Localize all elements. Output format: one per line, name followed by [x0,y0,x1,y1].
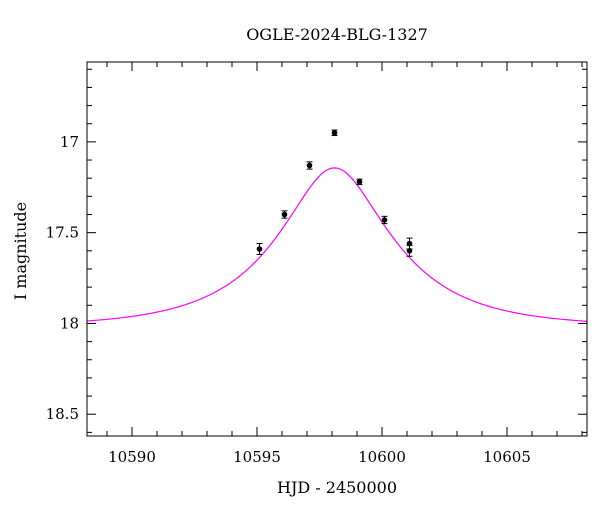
x-tick-label: 10590 [108,448,156,466]
data-point [331,130,338,136]
x-axis-label: HJD - 2450000 [277,478,397,497]
y-axis-label: I magnitude [11,202,30,300]
model-curve [86,167,588,322]
plot-frame [86,61,588,437]
data-point [406,248,413,254]
x-tick-label: 10605 [483,448,531,466]
data-point [356,179,363,185]
axis-ticks: 10590 10595 10600 10605 17 17.5 18 18.5 [46,62,587,466]
y-tick-label: 18 [60,314,79,332]
y-tick-label: 17 [60,133,79,151]
data-point [256,246,263,252]
data-point [281,211,288,218]
model-curve-group [86,167,588,322]
data-points-group [256,129,413,257]
x-tick-label: 10600 [358,448,406,466]
x-tick-label: 10595 [233,448,281,466]
data-point [381,217,388,223]
y-tick-label: 17.5 [46,224,79,242]
data-point [306,162,313,169]
chart-title: OGLE-2024-BLG-1327 [246,25,428,44]
y-tick-label: 18.5 [46,405,79,423]
